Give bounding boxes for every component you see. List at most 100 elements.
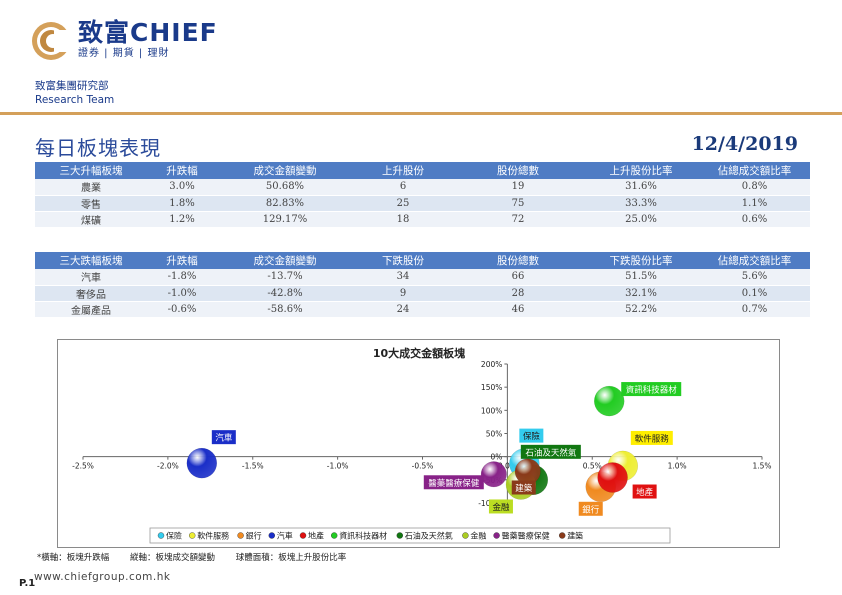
sector-name-cell: 煤礦 bbox=[35, 211, 147, 228]
table-cell: 51.5% bbox=[583, 269, 699, 286]
top-losers-table: 三大跌幅板塊 升跌幅 成交金額變動 下跌股份 股份總數 下跌股份比率 佔總成交額比率 汽車 -… bbox=[35, 252, 810, 318]
footnote-bubble-size: 球體面積：板塊上升股份比率 bbox=[235, 553, 347, 563]
table-cell: -0.6% bbox=[147, 301, 217, 318]
table-cell: 5.6% bbox=[699, 269, 810, 286]
sector-name-cell: 奢侈品 bbox=[35, 285, 147, 302]
footnote-x-axis: *橫軸：板塊升跌幅 bbox=[37, 553, 110, 563]
y-tick-label: 100% bbox=[481, 406, 502, 415]
bubble-label-box bbox=[488, 499, 513, 514]
bubble-label-box bbox=[211, 430, 236, 445]
bubble-point bbox=[593, 385, 625, 417]
column-header: 成交金額變動 bbox=[217, 162, 353, 179]
x-tick-label: -2.5% bbox=[72, 462, 94, 471]
bubble-label: 石油及天然氣 bbox=[525, 447, 577, 458]
legend-label: 保險 bbox=[166, 531, 182, 541]
column-header: 佔總成交額比率 bbox=[699, 252, 810, 269]
brand-name: 致富CHIEF bbox=[78, 18, 218, 47]
table-cell: 31.6% bbox=[583, 179, 699, 196]
department-name: 致富集團研究部 bbox=[35, 80, 109, 92]
y-tick-label: 0% bbox=[490, 453, 502, 462]
table-cell: 129.17% bbox=[217, 211, 353, 228]
table-cell: 0.1% bbox=[699, 285, 810, 302]
bubble-label-box bbox=[630, 430, 673, 445]
legend-marker bbox=[559, 532, 566, 539]
chart-canvas: 10大成交金額板塊-100%-50%0%50%100%150%200%-2.5%… bbox=[72, 346, 772, 544]
column-header: 上升股份比率 bbox=[583, 162, 699, 179]
table-cell: -1.8% bbox=[147, 269, 217, 286]
table-cell: 1.1% bbox=[699, 195, 810, 212]
sector-name-cell: 零售 bbox=[35, 195, 147, 212]
column-header: 下跌股份比率 bbox=[583, 252, 699, 269]
legend-marker bbox=[493, 532, 500, 539]
table-row: 煤礦 1.2% 129.17% 18 72 25.0% 0.6% bbox=[35, 211, 810, 228]
table-cell: 34 bbox=[353, 269, 453, 286]
footnote-y-axis: 縱軸：板塊成交額變動 bbox=[129, 553, 215, 563]
bubble-point bbox=[186, 447, 218, 479]
legend-marker bbox=[462, 532, 469, 539]
table-cell: 32.1% bbox=[583, 285, 699, 302]
column-header: 三大升幅板塊 bbox=[35, 162, 147, 179]
column-header: 上升股份 bbox=[353, 162, 453, 179]
table-cell: 46 bbox=[453, 301, 583, 318]
x-tick-label: -2.0% bbox=[157, 462, 179, 471]
bubble-label-box bbox=[519, 428, 544, 443]
table-cell: 1.8% bbox=[147, 195, 217, 212]
y-tick-label: 50% bbox=[486, 430, 503, 439]
department-english: Research Team bbox=[35, 94, 115, 106]
page-number: P.1 bbox=[19, 578, 36, 589]
legend-label: 金融 bbox=[470, 531, 486, 541]
bubble-label: 銀行 bbox=[582, 504, 600, 515]
chart-title: 10大成交金額板塊 bbox=[373, 346, 465, 360]
table-row: 金屬產品 -0.6% -58.6% 24 46 52.2% 0.7% bbox=[35, 301, 810, 318]
bubble-label: 金融 bbox=[492, 502, 510, 513]
bubble-label-box bbox=[511, 480, 536, 495]
column-header: 下跌股份 bbox=[353, 252, 453, 269]
table-cell: 19 bbox=[453, 179, 583, 196]
website-link[interactable]: www.chiefgroup.com.hk bbox=[34, 571, 171, 583]
table-cell: 25.0% bbox=[583, 211, 699, 228]
table-cell: 50.68% bbox=[217, 179, 353, 196]
table-cell: 18 bbox=[353, 211, 453, 228]
report-date: 12/4/2019 bbox=[691, 133, 798, 155]
table-cell: 33.3% bbox=[583, 195, 699, 212]
bubble-label: 保險 bbox=[523, 431, 541, 442]
footnote: *橫軸：板塊升跌幅 縱軸：板塊成交額變動 球體面積：板塊上升股份比率 bbox=[37, 551, 364, 563]
column-header: 成交金額變動 bbox=[217, 252, 353, 269]
table-cell: 72 bbox=[453, 211, 583, 228]
legend-label: 醫藥醫療保健 bbox=[502, 531, 550, 541]
table-cell: 66 bbox=[453, 269, 583, 286]
bubble-label-box bbox=[621, 382, 682, 397]
table-cell: 25 bbox=[353, 195, 453, 212]
table-cell: -13.7% bbox=[217, 269, 353, 286]
page-title: 每日板塊表現 bbox=[35, 136, 161, 160]
table-cell: 24 bbox=[353, 301, 453, 318]
column-header: 升跌幅 bbox=[147, 162, 217, 179]
table-cell: 82.83% bbox=[217, 195, 353, 212]
legend-marker bbox=[331, 532, 338, 539]
table-cell: -42.8% bbox=[217, 285, 353, 302]
legend-marker bbox=[188, 532, 196, 539]
brand-subtitle: 證券 | 期貨 | 理財 bbox=[78, 48, 170, 59]
x-tick-label: 1.0% bbox=[668, 462, 687, 471]
bubble-label-box bbox=[632, 484, 657, 499]
column-header: 佔總成交額比率 bbox=[699, 162, 810, 179]
bubble-label: 軟件服務 bbox=[635, 433, 670, 444]
table-cell: 28 bbox=[453, 285, 583, 302]
x-tick-label: 0.5% bbox=[583, 462, 602, 471]
bubble-label-box bbox=[578, 501, 603, 516]
sector-name-cell: 汽車 bbox=[35, 269, 147, 286]
table-cell: -1.0% bbox=[147, 285, 217, 302]
legend-marker bbox=[157, 532, 165, 539]
legend-label: 石油及天然氣 bbox=[405, 531, 453, 541]
legend-label: 建築 bbox=[567, 531, 583, 541]
sector-name-cell: 農業 bbox=[35, 179, 147, 196]
table-cell: 52.2% bbox=[583, 301, 699, 318]
table-cell: 0.7% bbox=[699, 301, 810, 318]
legend-label: 資訊科技器材 bbox=[339, 531, 387, 541]
bubble-label: 汽車 bbox=[215, 433, 233, 444]
bubble-point bbox=[480, 461, 507, 488]
sector-bubble-chart: 10大成交金額板塊-100%-50%0%50%100%150%200%-2.5%… bbox=[57, 339, 780, 548]
department: 致富集團研究部 Research Team bbox=[35, 79, 114, 107]
table-cell: 0.6% bbox=[699, 211, 810, 228]
bubble-point bbox=[514, 458, 541, 485]
